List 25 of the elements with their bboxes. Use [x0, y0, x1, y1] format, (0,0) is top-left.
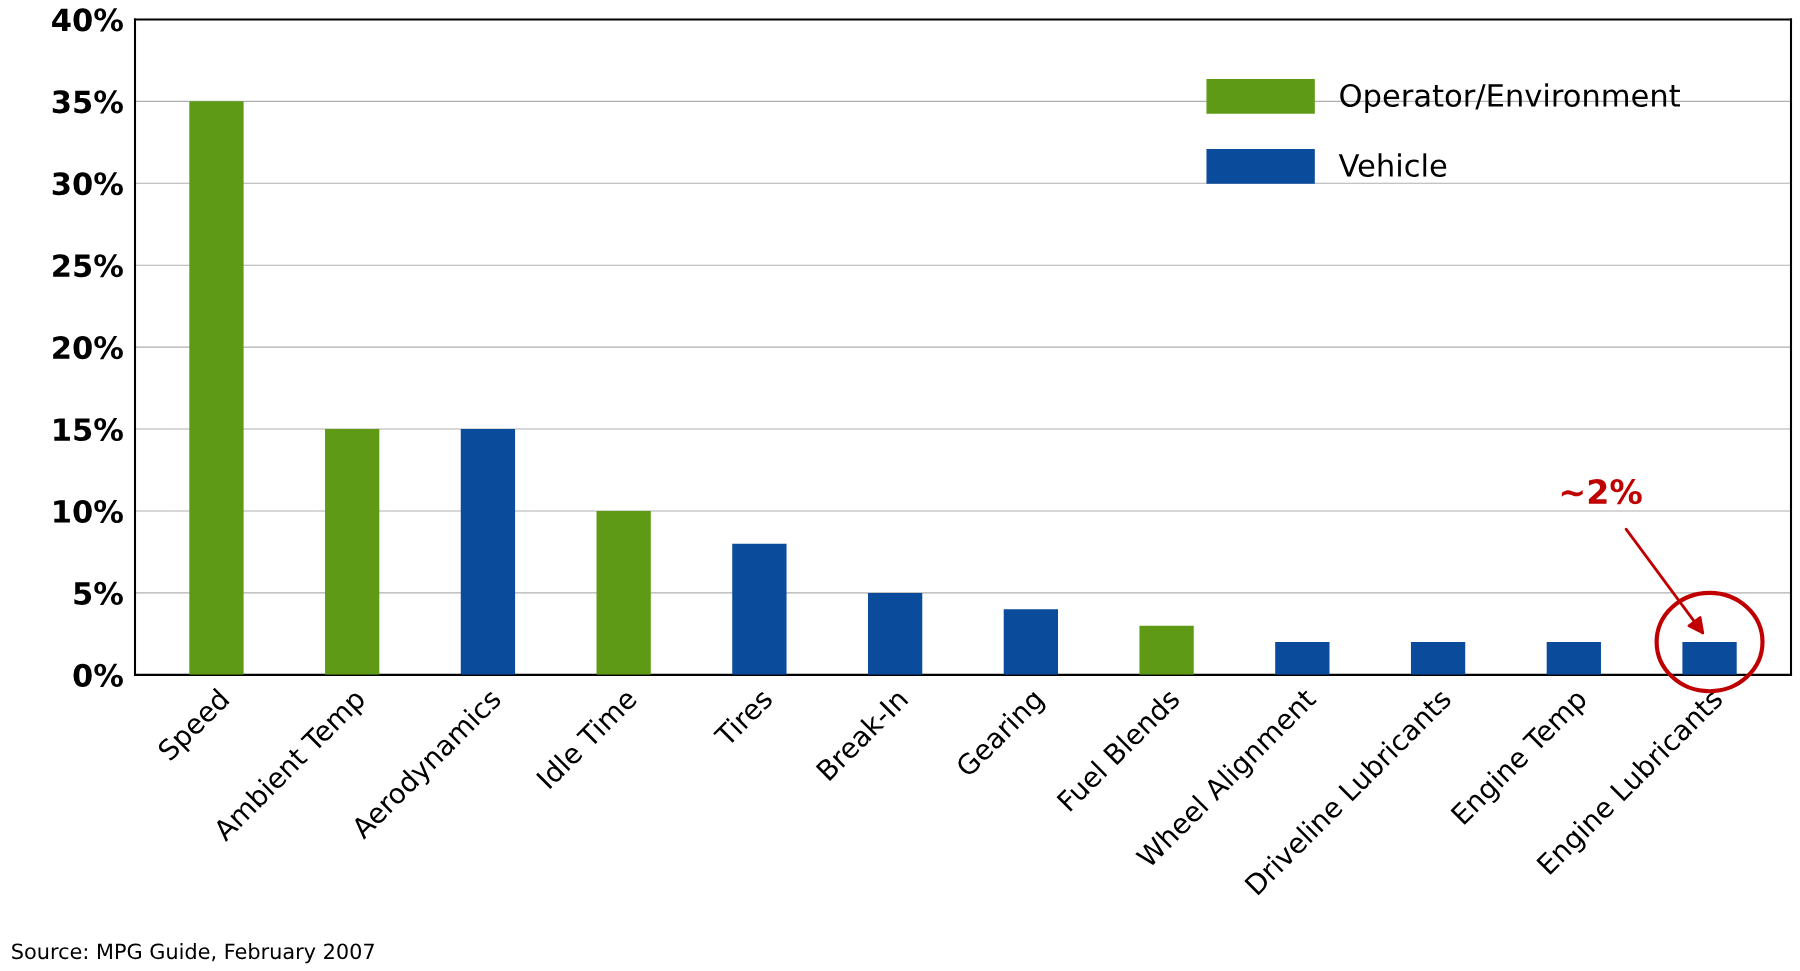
- bar: [1410, 642, 1466, 675]
- annotation: ~2%: [1561, 479, 1642, 505]
- legend-label: Vehicle: [1338, 153, 1447, 177]
- bar: [325, 429, 380, 675]
- y-tick-label: 40%: [52, 8, 123, 32]
- y-tick-label: 0%: [73, 663, 123, 687]
- y-tick-label: 35%: [52, 90, 123, 114]
- y-tick-label: 15%: [54, 417, 123, 442]
- bar: [867, 592, 923, 675]
- bar: [1682, 642, 1737, 675]
- legend-label: Operator/Environment: [1340, 83, 1680, 113]
- y-tick-label: 20%: [53, 336, 123, 360]
- bar: [596, 510, 651, 675]
- source-note: Source: MPG Guide, February 2007: [12, 943, 374, 964]
- bar: [460, 429, 516, 675]
- y-tick-label: 25%: [53, 254, 123, 278]
- bar: [189, 101, 244, 675]
- bar: [732, 543, 787, 675]
- bar: [1546, 642, 1601, 675]
- y-tick-label: 5%: [74, 581, 123, 605]
- y-tick-label: 10%: [54, 499, 123, 524]
- bar: [1139, 625, 1194, 675]
- bar: [1275, 642, 1330, 675]
- y-tick-label: 30%: [52, 172, 123, 196]
- bar: [1003, 609, 1059, 675]
